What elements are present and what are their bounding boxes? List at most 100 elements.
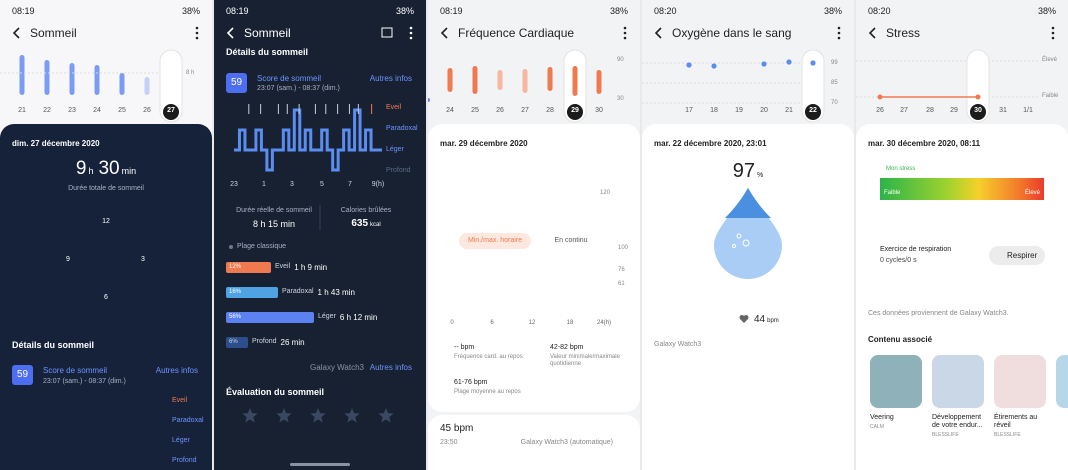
axis-label: 99 [831,60,838,66]
day-label: 27 [521,107,529,114]
stage-label: Léger [172,437,190,444]
exercise-title: Exercice de respiration [880,246,952,253]
status-battery: 38% [1037,6,1056,16]
spo2-point [786,59,792,65]
stage-label: Eveil [172,397,188,404]
score-title: Score de sommeil [43,366,108,375]
axis-label: 6 [490,320,494,326]
range-end: 120 [599,190,610,196]
sleep-bar [19,55,25,95]
rating-star [242,408,258,423]
back-arrow [12,27,20,39]
section-title: Contenu associé [868,335,933,344]
menu-dot [1051,31,1055,35]
card [428,415,640,470]
note: Ces données proviennent de Galaxy Watch3… [868,310,1009,317]
hr-bar [596,70,602,94]
stage-label: Paradoxal [386,125,418,132]
breakdown-row: 56% Léger 6 h 12 min [226,312,377,323]
content-title[interactable]: Développement de votre endur... [932,414,983,430]
more-link[interactable]: Autres infos [155,366,198,375]
axis-label: 30 [617,96,624,102]
duration: 6 h 12 min [339,312,378,322]
status-battery: 38% [823,6,842,16]
day-label: 22 [809,107,817,114]
legend-label: Valeur minimale/maximale quotidienne [550,354,620,367]
content-author: BLESSLIFE [994,432,1021,438]
stress-gauge [880,178,1044,200]
breakdown-row: 12% Eveil 1 h 9 min [226,262,327,273]
stage-label: Paradoxal [172,417,204,424]
more-link[interactable]: Autres infos [369,363,412,372]
bullet [229,245,233,249]
stage-label: Léger [386,146,404,153]
content-title[interactable]: Étirements au réveil [994,414,1038,430]
breathe-button[interactable]: Respirer [989,246,1046,266]
day-label: 28 [926,107,934,114]
score-period: 23:07 (sam.) - 08:37 (dim.) [43,378,126,385]
unit: % [757,172,764,179]
exercise-stats: 0 cycles/0 s [880,257,917,264]
unit: bpm [767,318,779,324]
hr-bar [447,68,453,92]
axis-label: 85 [831,80,838,86]
status-battery: 38% [395,6,414,16]
clock-number: 6 [104,294,108,301]
spo2-point [761,61,767,67]
day-label: 18 [710,107,718,114]
day-label: 29 [950,107,958,114]
value: 97 [732,160,756,182]
gauge-title: Mon stress [886,166,916,172]
legend-value: -- bpm [454,344,475,351]
content-title[interactable]: Veering [870,414,894,421]
spo2-point [810,60,816,66]
stage-label: Eveil [386,104,402,111]
source: Galaxy Watch3 [654,341,702,348]
stage: Eveil [275,263,291,271]
section-title: Détails du sommeil [12,340,95,350]
phone-screen: 08:20 38% Oxygène dans le sang 99 85 70 22 17 18… [642,0,854,470]
tab[interactable]: Min./max. horaire [458,233,532,250]
last-value: 45 bpm [440,423,474,434]
legend-label: Plage moyenne au repos [454,389,521,395]
axis-label: 0 [450,320,454,326]
more-link[interactable]: Autres infos [369,74,412,83]
menu-dot [837,36,841,40]
axis-label: 12 [528,320,536,326]
legend-value: 42-82 bpm [550,344,584,351]
stress-point [877,94,883,100]
back-arrow [440,27,448,39]
stage-label: Profond [386,167,411,174]
percent-bar: 56% [226,312,314,323]
section-title: Détails du sommeil [226,47,309,57]
score: 59 [226,73,248,93]
menu-dot [409,31,413,35]
card [428,124,640,412]
tab[interactable]: En continu [554,237,588,244]
hr-bar [522,69,528,93]
menu-dot [623,26,627,30]
minutes: 30 [98,158,120,179]
heart-icon [739,315,749,323]
heart-rate: 44 bpm [754,314,779,326]
menu-dot [409,36,413,40]
phone-screen: 08:19 38% Sommeil Détails du sommeil 59 Score… [214,0,426,470]
sleep-bar [69,63,75,95]
selected-day [159,49,183,123]
droplet-body [714,188,782,279]
day-label: 24 [93,107,101,114]
stage: Profond [252,338,277,346]
rating-star [378,408,394,423]
axis-label: 5 [320,181,324,188]
back-arrow [868,27,876,39]
content-thumbnail [932,355,984,408]
day-label: 24 [446,107,454,114]
stage: Léger [318,313,336,321]
stage-label: Profond [172,457,197,464]
duration: 1 h 43 min [317,287,355,297]
hr-bar [547,67,553,91]
day-label: 20 [760,107,768,114]
date: dim. 27 décembre 2020 [12,139,100,148]
gauge-low: Faible [884,190,901,196]
